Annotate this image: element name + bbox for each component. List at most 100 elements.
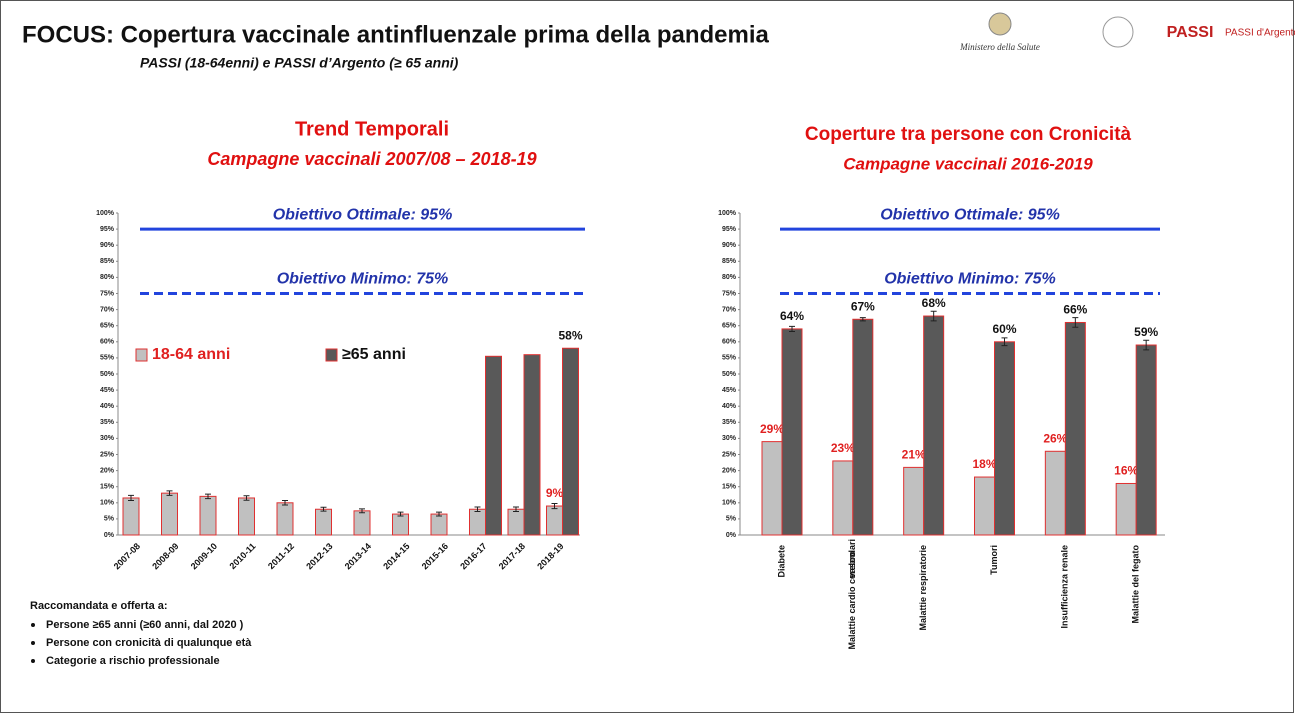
bar <box>276 502 294 536</box>
y-tick-label: 55% <box>722 355 737 362</box>
bar <box>781 328 803 536</box>
y-tick-label: 80% <box>100 274 115 281</box>
y-tick-label: 60% <box>722 339 737 346</box>
x-tick-label: Malattie del fegato <box>1131 545 1141 624</box>
logo-ministero: Ministero della Salute <box>959 42 1040 52</box>
bar <box>1064 321 1086 536</box>
slide-title: FOCUS: Copertura vaccinale antinfluenzal… <box>22 21 770 48</box>
logo-passi: PASSI <box>1167 24 1214 41</box>
bar <box>122 497 140 536</box>
y-tick-label: 95% <box>722 226 737 233</box>
chart-title: Coperture tra persone con Cronicità <box>805 124 1132 145</box>
y-tick-label: 20% <box>100 467 115 474</box>
error-bar <box>930 310 937 322</box>
x-tick-label: 2007-08 <box>112 541 142 571</box>
bar <box>903 466 925 536</box>
data-label: 9% <box>546 486 564 500</box>
error-bar <box>551 502 558 510</box>
y-tick-label: 70% <box>100 306 115 313</box>
data-label: 66% <box>1063 303 1087 317</box>
data-label: 21% <box>902 448 926 462</box>
data-label: 68% <box>922 296 946 310</box>
reference-label: Obiettivo Ottimale: 95% <box>880 206 1060 223</box>
bar <box>546 505 563 536</box>
x-tick-label: 2018-19 <box>535 541 565 571</box>
y-tick-label: 90% <box>722 242 737 249</box>
error-bar <box>513 506 519 512</box>
x-tick-label: Insufficienza renale <box>1060 545 1070 629</box>
error-bar <box>397 511 404 517</box>
bar <box>392 513 409 536</box>
emblem <box>988 12 1012 36</box>
y-tick-label: 45% <box>722 387 737 394</box>
error-bar <box>320 506 327 512</box>
bar <box>523 354 541 536</box>
x-tick-label: 2011-12 <box>266 541 296 571</box>
y-tick-label: 75% <box>722 290 737 297</box>
error-bar <box>282 500 288 506</box>
y-tick-label: 50% <box>100 371 115 378</box>
x-tick-label: 2013-14 <box>343 541 373 571</box>
y-tick-label: 100% <box>718 210 737 217</box>
data-label: 18% <box>972 457 996 471</box>
legend-swatch <box>135 348 148 362</box>
x-tick-label: Diabete <box>776 545 786 578</box>
y-tick-label: 65% <box>100 323 115 330</box>
bar <box>994 341 1015 536</box>
error-bar <box>859 317 866 322</box>
y-tick-label: 40% <box>100 403 115 410</box>
bar <box>238 497 255 536</box>
y-tick-label: 65% <box>722 323 737 330</box>
x-tick-label: 2012-13 <box>304 541 334 571</box>
bar <box>852 318 874 536</box>
data-label: 23% <box>831 441 855 455</box>
slide-subtitle: PASSI (18-64enni) e PASSI d’Argento (≥ 6… <box>140 55 459 71</box>
error-bar <box>128 494 134 502</box>
bar <box>485 355 502 536</box>
y-tick-label: 15% <box>722 484 737 491</box>
y-tick-label: 5% <box>104 516 115 523</box>
error-bar <box>205 493 211 500</box>
x-tick-label: 2014-15 <box>381 541 411 571</box>
y-tick-label: 75% <box>100 290 115 297</box>
y-tick-label: 25% <box>100 451 115 458</box>
bar <box>469 508 486 536</box>
y-tick-label: 50% <box>722 371 737 378</box>
logo-passi-argento: PASSI d'Argento <box>1225 28 1295 39</box>
error-bar <box>243 495 250 501</box>
y-tick-label: 70% <box>722 306 737 313</box>
chart-subtitle: Campagne vaccinali 2007/08 – 2018-19 <box>207 149 536 169</box>
x-tick-label: 2010-11 <box>228 541 258 571</box>
x-tick-label: Malattie respiratorie <box>918 545 928 631</box>
bar <box>562 347 579 536</box>
error-bar <box>789 325 795 332</box>
y-tick-label: 10% <box>100 500 115 507</box>
y-tick-label: 95% <box>100 226 115 233</box>
legend-label: 18-64 anni <box>152 346 230 363</box>
data-label: 26% <box>1043 431 1067 445</box>
y-tick-label: 55% <box>100 355 115 362</box>
y-tick-label: 30% <box>722 435 737 442</box>
x-tick-label: 2008-09 <box>150 541 180 571</box>
error-bar <box>1072 317 1079 328</box>
y-tick-label: 80% <box>722 274 737 281</box>
y-tick-label: 100% <box>96 210 115 217</box>
error-bar <box>359 508 365 514</box>
data-label: 59% <box>1134 325 1158 339</box>
y-tick-label: 10% <box>722 500 737 507</box>
x-tick-label: 2015-16 <box>420 541 450 571</box>
x-tick-label: Malattie cardio cerebrovascolari <box>847 539 857 650</box>
chart-subtitle: Campagne vaccinali 2016-2019 <box>843 154 1093 173</box>
y-tick-label: 20% <box>722 467 737 474</box>
data-label: 16% <box>1114 464 1138 478</box>
note-item: Persone con cronicità di qualunque età <box>46 637 252 649</box>
data-label: 64% <box>780 309 804 323</box>
notes-heading: Raccomandata e offerta a: <box>30 600 168 612</box>
error-bar <box>474 506 481 512</box>
bar <box>974 476 995 536</box>
y-tick-label: 25% <box>722 451 737 458</box>
legend-label: ≥65 anni <box>342 346 406 363</box>
error-bar <box>436 511 442 517</box>
